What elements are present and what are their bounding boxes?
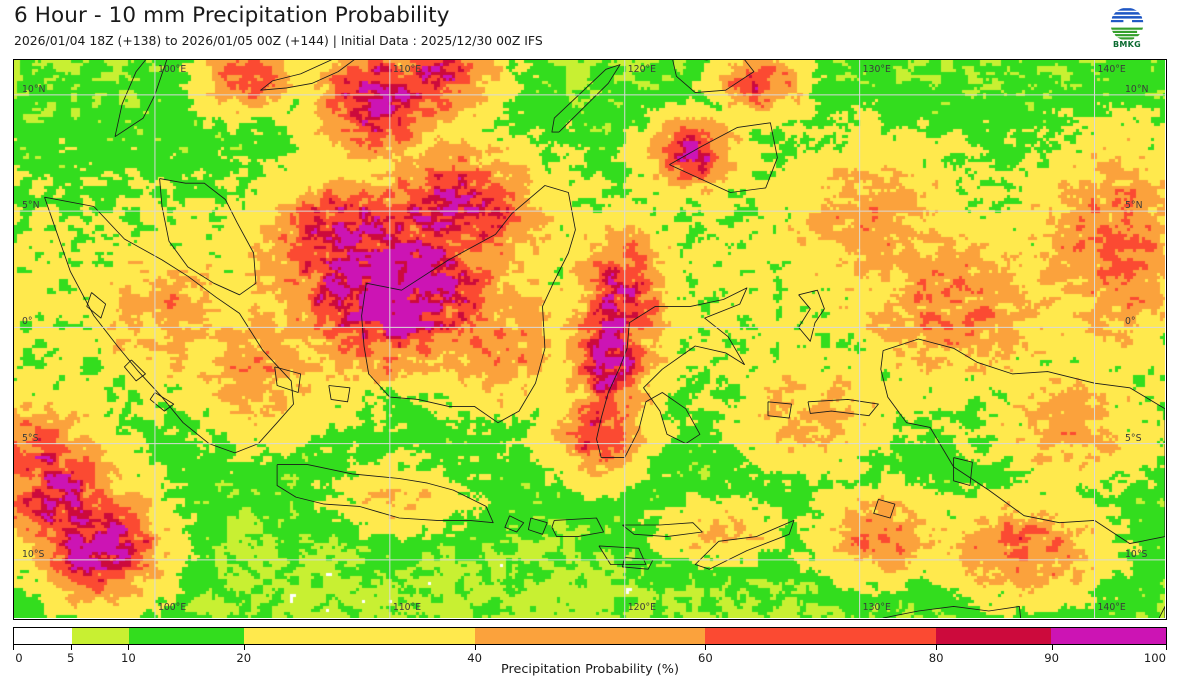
colorbar-tick-label: 60 <box>698 651 713 665</box>
colorbar-tick <box>705 645 707 650</box>
lon-tick-label: 140°E <box>1097 64 1126 75</box>
header: 6 Hour - 10 mm Precipitation Probability… <box>0 0 1180 56</box>
lat-tick-label: 10°N <box>22 83 46 95</box>
colorbar-segment <box>129 628 245 644</box>
lon-tick-label: 120°E <box>627 64 657 75</box>
colorbar-tick <box>243 645 245 650</box>
bmkg-logo: BMKG <box>1104 6 1150 52</box>
precipitation-field-canvas <box>14 60 1165 618</box>
lon-tick-label: 100°E <box>157 64 187 75</box>
colorbar-segment <box>1050 628 1167 644</box>
colorbar-tick-label: 20 <box>236 651 252 665</box>
colorbar-segment <box>705 628 936 644</box>
lon-tick-label: 110°E <box>392 64 422 75</box>
lat-tick-label: 10°S <box>22 548 45 560</box>
colorbar[interactable]: 0 5 10 20 40 60 80 90 100 <box>13 627 1167 665</box>
coastline-overlay <box>44 60 1165 618</box>
lat-tick-label: 5°N <box>1125 200 1143 212</box>
colorbar-segment <box>244 628 475 644</box>
colorbar-tick <box>128 645 130 650</box>
colorbar-tick <box>1051 645 1053 650</box>
lon-tick-label: 130°E <box>862 602 891 613</box>
colorbar-tick-label: 40 <box>467 651 482 665</box>
lat-tick-label: 0° <box>1125 316 1136 328</box>
lat-tick-label: 0° <box>22 316 33 328</box>
colorbar-segment <box>71 628 130 644</box>
colorbar-gradient <box>13 627 1167 645</box>
lon-tick-label: 140°E <box>1097 602 1126 613</box>
page-subtitle: 2026/01/04 18Z (+138) to 2026/01/05 00Z … <box>14 33 543 48</box>
lon-tick-label: 120°E <box>627 602 657 613</box>
colorbar-tick <box>936 645 938 650</box>
lat-tick-label: 5°S <box>22 432 39 444</box>
colorbar-tick <box>1166 645 1167 650</box>
colorbar-tick <box>70 645 72 650</box>
colorbar-tick-label: 10 <box>121 651 136 665</box>
lat-tick-label: 10°N <box>1125 83 1149 95</box>
lat-tick-label: 10°S <box>1125 548 1148 560</box>
colorbar-tick-label: 0 <box>15 651 23 665</box>
colorbar-segment <box>474 628 706 644</box>
page-title: 6 Hour - 10 mm Precipitation Probability <box>14 3 450 28</box>
colorbar-tick-label: 80 <box>928 651 944 665</box>
colorbar-tick-label: 90 <box>1044 651 1059 665</box>
lat-tick-label: 5°N <box>22 200 40 212</box>
colorbar-tick <box>13 645 14 650</box>
lon-tick-label: 100°E <box>157 602 187 613</box>
colorbar-tick-label: 5 <box>66 651 75 665</box>
colorbar-tick <box>474 645 476 650</box>
precipitation-map[interactable]: 100°E 100°E 110°E 110°E 120°E 120°E 130°E 130°E… <box>13 59 1167 620</box>
colorbar-tick-label: 100 <box>1143 651 1167 665</box>
graticule-overlay <box>14 60 1165 618</box>
lon-tick-label: 130°E <box>862 64 891 75</box>
lat-tick-label: 5°S <box>1125 432 1142 444</box>
colorbar-segment <box>935 628 1051 644</box>
bmkg-logo-text: BMKG <box>1112 40 1142 49</box>
colorbar-segment <box>14 628 72 644</box>
bmkg-emblem-icon <box>1109 6 1145 42</box>
colorbar-label: Precipitation Probability (%) <box>501 662 679 677</box>
lon-tick-label: 110°E <box>392 602 422 613</box>
